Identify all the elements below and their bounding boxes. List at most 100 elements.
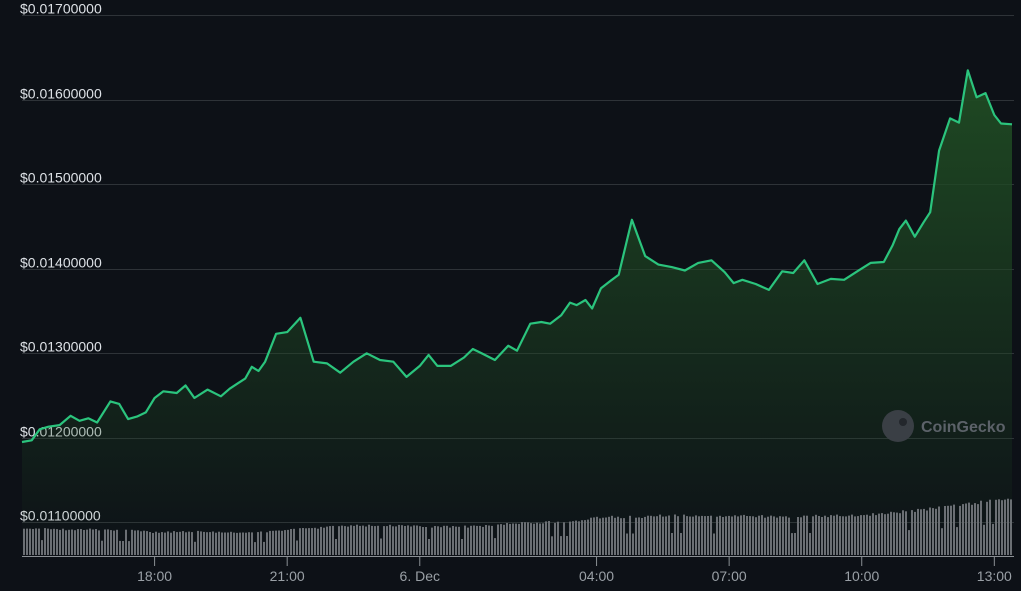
volume-bar xyxy=(470,525,472,555)
volume-bar xyxy=(452,526,454,555)
volume-bar xyxy=(851,514,853,555)
volume-bar xyxy=(233,532,235,555)
volume-bar xyxy=(617,516,619,555)
volume-bar xyxy=(584,520,586,555)
volume-bar xyxy=(530,523,532,555)
volume-bar xyxy=(254,542,256,555)
volume-bar xyxy=(842,516,844,555)
volume-bar xyxy=(458,526,460,555)
volume-bar xyxy=(968,502,970,555)
volume-bar xyxy=(959,505,961,555)
volume-bar xyxy=(392,526,394,555)
volume-bar xyxy=(293,528,295,555)
volume-bar xyxy=(149,532,151,555)
volume-bar xyxy=(827,517,829,555)
volume-bar xyxy=(659,514,661,555)
volume-bar xyxy=(473,525,475,555)
volume-bar xyxy=(929,507,931,555)
volume-bar xyxy=(854,516,856,555)
volume-bar xyxy=(575,520,577,555)
volume-bar xyxy=(647,515,649,555)
volume-bar xyxy=(638,517,640,555)
volume-bar xyxy=(95,529,97,555)
volume-bar xyxy=(539,523,541,555)
volume-bar xyxy=(839,516,841,555)
volume-bar xyxy=(62,528,64,555)
volume-bar xyxy=(677,516,679,555)
volume-bar xyxy=(110,530,112,555)
volume-bar xyxy=(428,539,430,555)
volume-bar xyxy=(740,515,742,555)
volume-bar xyxy=(644,516,646,555)
volume-bar xyxy=(47,528,49,555)
volume-bar xyxy=(938,506,940,555)
volume-bar xyxy=(569,521,571,555)
volume-bar xyxy=(545,521,547,555)
volume-bar xyxy=(749,516,751,555)
volume-bar xyxy=(953,504,955,555)
volume-bar xyxy=(44,528,46,555)
volume-bar xyxy=(824,515,826,555)
volume-bar xyxy=(50,529,52,555)
volume-bar xyxy=(983,524,985,555)
volume-bar xyxy=(89,528,91,555)
volume-bar xyxy=(23,528,25,555)
volume-bar xyxy=(200,531,202,555)
volume-bar xyxy=(152,533,154,555)
price-area-fill xyxy=(22,70,1012,557)
volume-bar xyxy=(371,525,373,555)
volume-bar xyxy=(716,516,718,555)
volume-bar xyxy=(185,532,187,555)
volume-bar xyxy=(143,530,145,555)
volume-bar xyxy=(284,530,286,555)
volume-bar xyxy=(506,523,508,555)
volume-bar xyxy=(494,538,496,555)
volume-bar xyxy=(305,528,307,555)
volume-bar xyxy=(608,516,610,555)
volume-bar xyxy=(443,525,445,555)
volume-bar xyxy=(764,517,766,555)
volume-bar xyxy=(335,539,337,555)
volume-bar xyxy=(419,526,421,555)
volume-bar xyxy=(314,527,316,555)
volume-bar xyxy=(35,528,37,555)
volume-bar xyxy=(503,524,505,555)
volume-bar xyxy=(56,529,58,555)
volume-bar xyxy=(290,529,292,555)
x-tick-label: 6. Dec xyxy=(400,568,440,584)
volume-bar xyxy=(308,528,310,555)
volume-bar xyxy=(542,523,544,555)
volume-bar xyxy=(896,512,898,555)
x-tick-label: 18:00 xyxy=(137,568,172,584)
volume-bar xyxy=(488,525,490,555)
volume-bar xyxy=(941,528,943,555)
volume-bar xyxy=(236,532,238,555)
volume-bar xyxy=(626,533,628,555)
volume-bar xyxy=(455,526,457,555)
volume-bar xyxy=(692,516,694,555)
volume-bar xyxy=(524,522,526,555)
volume-bar xyxy=(338,526,340,555)
volume-bar xyxy=(188,531,190,555)
volume-bar xyxy=(329,526,331,555)
volume-bar xyxy=(65,530,67,555)
volume-bar xyxy=(899,513,901,555)
volume-bar xyxy=(734,515,736,555)
volume-bar xyxy=(434,526,436,555)
y-tick-label: $0.01700000 xyxy=(20,1,102,17)
volume-bar xyxy=(161,532,163,555)
volume-bar xyxy=(368,524,370,555)
volume-bar xyxy=(497,524,499,555)
volume-bar xyxy=(803,515,805,555)
volume-bar xyxy=(242,532,244,555)
volume-bar xyxy=(440,527,442,555)
volume-bar xyxy=(32,529,34,555)
volume-bar xyxy=(695,515,697,555)
volume-bar xyxy=(689,516,691,555)
volume-bar xyxy=(971,504,973,555)
volume-bar xyxy=(398,524,400,555)
volume-bar xyxy=(83,530,85,555)
volume-bar xyxy=(482,526,484,555)
volume-bar xyxy=(215,532,217,555)
volume-bar xyxy=(77,529,79,555)
